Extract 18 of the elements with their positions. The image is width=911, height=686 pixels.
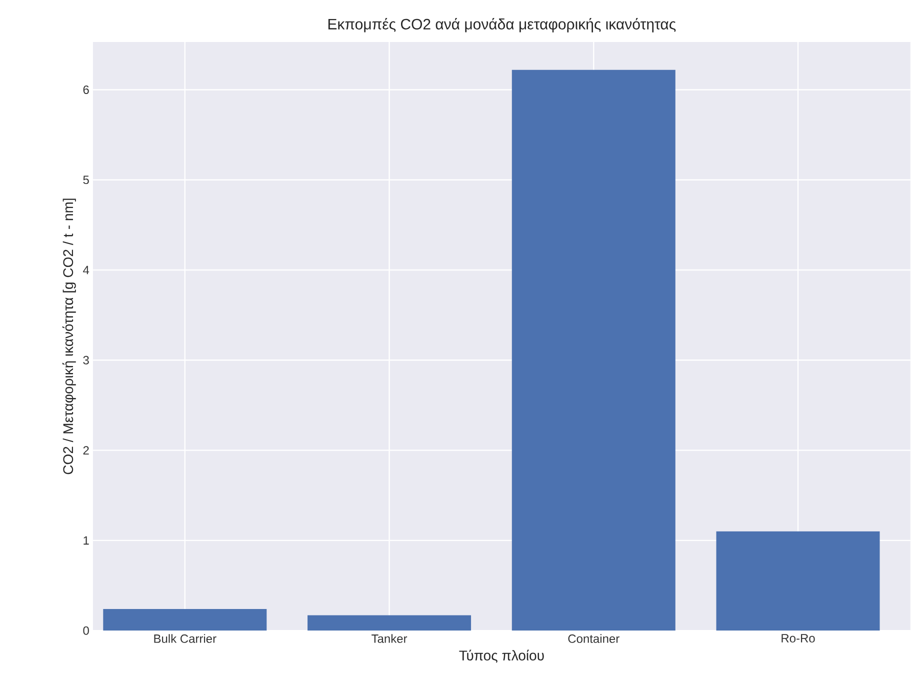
y-tick-label: 3 xyxy=(83,356,89,365)
x-axis-title: Τύπος πλοίου xyxy=(459,650,544,663)
bar xyxy=(308,615,472,631)
bar xyxy=(103,609,267,631)
chart-title: Εκπομπές CO2 ανά μονάδα μεταφορικής ικανότητας xyxy=(328,18,676,33)
y-tick-label: 1 xyxy=(84,536,89,545)
bar xyxy=(716,532,880,631)
y-tick-label: 2 xyxy=(83,446,89,455)
x-tick-label: Bulk Carrier xyxy=(154,634,216,644)
x-tick-label: Ro-Ro xyxy=(782,634,815,643)
bar xyxy=(512,70,676,631)
x-tick-label: Tanker xyxy=(372,634,408,644)
y-tick-label: 0 xyxy=(83,626,89,636)
y-tick-label: 5 xyxy=(83,176,89,184)
y-tick-label: 6 xyxy=(83,86,89,94)
x-tick-label: Container xyxy=(568,634,620,644)
y-axis-title: CO2 / Μεταφορική ικανότητα [g CO2 / t - nm] xyxy=(62,198,76,474)
y-tick-label: 4 xyxy=(83,266,90,274)
